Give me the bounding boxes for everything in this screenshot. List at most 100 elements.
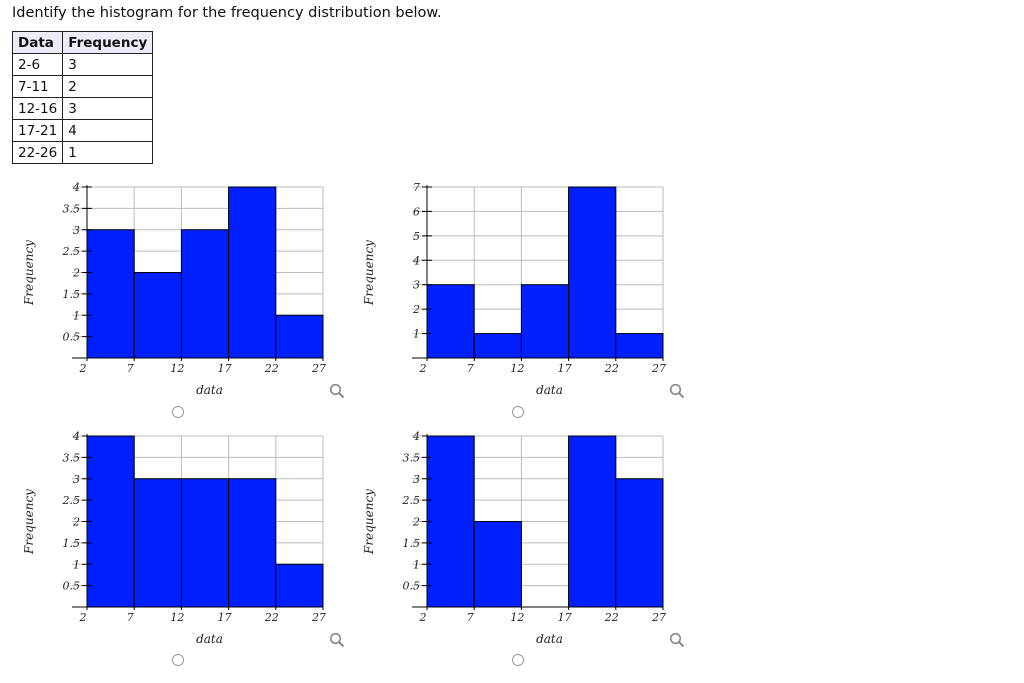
- y-tick-label: 4: [72, 430, 80, 443]
- histogram-bar: [86, 229, 135, 359]
- table-row: 22-26 1: [11, 141, 154, 164]
- y-tick-label: 1: [413, 558, 420, 571]
- table-row: 12-16 3: [11, 97, 154, 120]
- y-tick-label: 2.5: [62, 494, 81, 507]
- x-tick-label: 7: [127, 611, 134, 624]
- histogram-bar: [133, 478, 182, 608]
- zoom-icon[interactable]: [669, 383, 685, 399]
- histogram-bar: [228, 478, 277, 608]
- histogram-option-a: 0.5 1 1.5 2 2.5 3 3.5 4 2 7 12 17 22 27 data Frequency: [15, 178, 355, 418]
- x-tick-label: 12: [170, 611, 184, 624]
- x-tick-label: 22: [264, 611, 279, 624]
- histogram-bar: [180, 229, 230, 359]
- x-tick-label: 12: [510, 611, 524, 624]
- x-axis-title: data: [536, 383, 563, 397]
- y-tick-label: 4: [72, 181, 80, 194]
- y-tick-label: 2: [412, 516, 420, 529]
- x-axis-title: data: [196, 632, 223, 646]
- y-tick-label: 5: [413, 230, 420, 243]
- y-tick-label: 2.5: [62, 245, 81, 258]
- y-tick-label: 3.5: [63, 451, 81, 464]
- option-a-radio[interactable]: [172, 406, 184, 418]
- x-tick-label: 2: [419, 611, 427, 624]
- y-axis-title: Frequency: [22, 240, 36, 306]
- histogram-option-b: 1 2 3 4 5 6 7 2 7 12 17 22 27 data Frequency: [355, 178, 695, 418]
- x-axis-title: data: [536, 632, 563, 646]
- x-tick-label: 27: [311, 611, 326, 624]
- table-header-row: Data Frequency: [11, 31, 154, 54]
- y-tick-label: 2: [72, 267, 80, 280]
- zoom-icon[interactable]: [669, 632, 685, 648]
- histogram-bar: [133, 272, 182, 359]
- y-tick-label: 7: [413, 181, 420, 194]
- histogram-bar: [86, 435, 135, 608]
- x-tick-label: 2: [79, 611, 87, 624]
- option-b-radio[interactable]: [512, 406, 524, 418]
- histogram-bar: [473, 521, 522, 608]
- table-cell: 7-11: [11, 75, 64, 98]
- table-row: 2-6 3: [11, 53, 154, 76]
- option-c-radio[interactable]: [172, 654, 184, 666]
- table-cell: 12-16: [11, 97, 64, 120]
- x-tick-label: 17: [218, 611, 232, 624]
- y-axis-title: Frequency: [22, 489, 36, 555]
- table-cell: 3: [62, 97, 154, 120]
- x-tick-label: 27: [651, 611, 666, 624]
- zoom-icon[interactable]: [329, 632, 345, 648]
- header-data: Data: [11, 31, 64, 54]
- y-tick-label: 3: [413, 473, 420, 486]
- question-text: Identify the histogram for the frequency…: [12, 5, 442, 21]
- table-cell: 2-6: [11, 53, 64, 76]
- y-tick-label: 1: [73, 309, 80, 322]
- histogram-bar: [473, 333, 522, 359]
- table-row: 7-11 2: [11, 75, 154, 98]
- histogram-bar: [568, 435, 617, 608]
- y-tick-label: 2: [72, 516, 80, 529]
- x-tick-label: 17: [558, 362, 572, 375]
- x-tick-label: 12: [170, 362, 184, 375]
- table-cell: 17-21: [11, 119, 64, 142]
- histogram-bar: [615, 333, 664, 359]
- y-tick-label: 6: [413, 205, 420, 218]
- y-tick-label: 1.5: [403, 537, 421, 550]
- frequency-table: Data Frequency 2-6 3 7-11 2 12-16 3 17-21 4 …: [11, 31, 154, 164]
- histogram-bar: [520, 284, 570, 359]
- y-tick-label: 3.5: [403, 451, 421, 464]
- y-tick-label: 3.5: [63, 202, 81, 215]
- y-tick-label: 1.5: [63, 537, 81, 550]
- table-row: 17-21 4: [11, 119, 154, 142]
- y-tick-label: 3: [73, 224, 80, 237]
- histogram-bar: [275, 563, 324, 608]
- y-tick-label: 0.5: [63, 580, 81, 593]
- histogram-bar: [228, 186, 277, 359]
- histogram-bar: [275, 314, 324, 359]
- x-axis-title: data: [196, 383, 223, 397]
- y-axis-title: Frequency: [362, 489, 376, 555]
- histogram-option-c: 0.5 1 1.5 2 2.5 3 3.5 4 2 7 12 17 22 27 data Frequency: [15, 427, 355, 667]
- x-tick-label: 22: [264, 362, 279, 375]
- table-cell: 1: [62, 141, 154, 164]
- header-frequency: Frequency: [62, 31, 154, 54]
- y-tick-label: 4: [412, 430, 420, 443]
- y-tick-label: 3: [413, 279, 420, 292]
- x-tick-label: 22: [604, 362, 619, 375]
- y-tick-label: 1: [413, 328, 420, 341]
- y-tick-label: 2.5: [402, 494, 421, 507]
- histogram-bar: [568, 186, 617, 359]
- x-tick-label: 7: [467, 611, 474, 624]
- histogram-bar: [426, 435, 475, 608]
- zoom-icon[interactable]: [329, 383, 345, 399]
- table-cell: 2: [62, 75, 154, 98]
- y-tick-label: 3: [73, 473, 80, 486]
- option-d-radio[interactable]: [512, 654, 524, 666]
- x-tick-label: 22: [604, 611, 619, 624]
- x-tick-label: 7: [467, 362, 474, 375]
- y-tick-label: 0.5: [63, 331, 81, 344]
- x-tick-label: 2: [419, 362, 427, 375]
- histogram-bar: [426, 284, 475, 359]
- y-tick-label: 0.5: [403, 580, 421, 593]
